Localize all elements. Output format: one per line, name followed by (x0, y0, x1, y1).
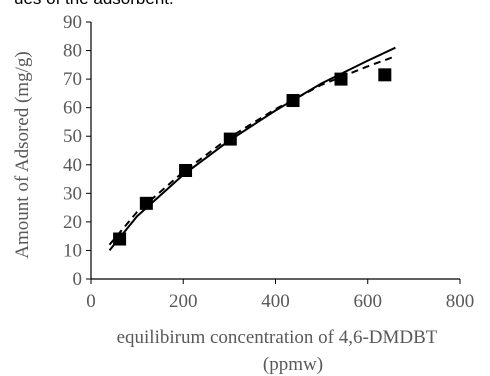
data-point-marker (179, 163, 193, 177)
y-tick-label: 70 (63, 69, 82, 90)
dashed-fit-line (108, 55, 396, 246)
data-point-marker (223, 132, 237, 146)
y-tick-label: 30 (63, 183, 82, 204)
x-tick-label: 0 (86, 291, 96, 312)
y-tick-label: 20 (63, 212, 82, 233)
data-point-marker (139, 196, 153, 210)
data-point-marker (334, 72, 348, 86)
fit-lines (108, 46, 396, 252)
x-tick-label: 800 (446, 291, 475, 312)
data-point-marker (113, 232, 127, 246)
x-tick-label: 200 (169, 291, 198, 312)
data-markers (113, 68, 392, 246)
y-tick-label: 0 (73, 269, 83, 290)
y-tick-label: 50 (63, 126, 82, 147)
y-tick-label: 40 (63, 155, 82, 176)
x-tick-label: 400 (261, 291, 290, 312)
y-axis-title: Amount of Adsored (mg/g) (12, 51, 33, 258)
data-point-marker (378, 68, 392, 82)
x-axis-title-line1: equilibirum concentration of 4,6-DMDBT (117, 327, 438, 348)
solid-fit-line (108, 46, 396, 252)
data-point-marker (286, 94, 300, 108)
x-tick-labels: 0 200 400 600 800 (86, 279, 474, 312)
y-tick-label: 10 (63, 240, 82, 261)
y-tick-label: 80 (63, 41, 82, 62)
x-axis-title-line2: (ppmw) (263, 354, 323, 375)
axes (90, 22, 460, 280)
y-tick-label: 60 (63, 98, 82, 119)
y-tick-labels: 0 10 20 30 40 50 60 70 80 90 (63, 12, 91, 290)
x-tick-label: 600 (354, 291, 383, 312)
y-tick-label: 90 (63, 12, 82, 33)
caption-fragment: ues of the adsorbent. (14, 0, 174, 9)
